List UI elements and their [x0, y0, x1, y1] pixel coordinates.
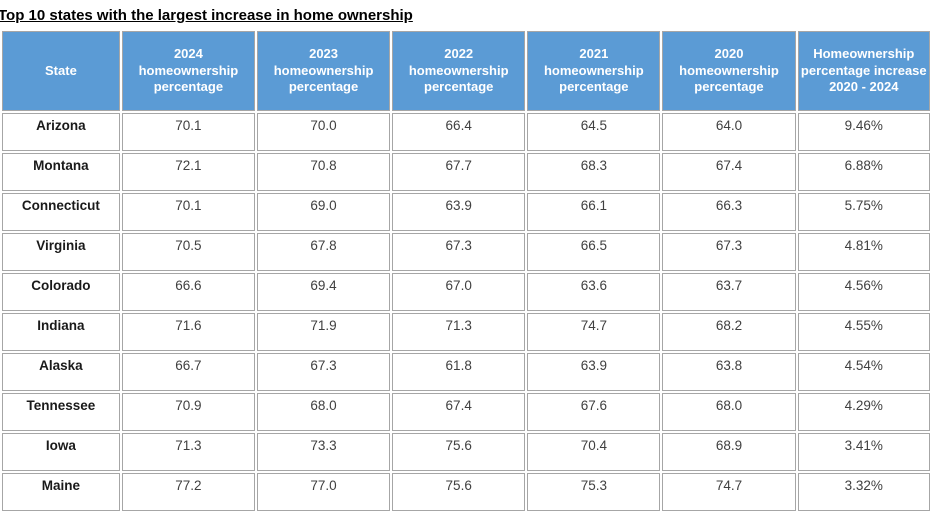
value-cell: 75.3: [527, 473, 661, 511]
value-cell: 71.3: [121, 433, 255, 471]
value-cell: 67.3: [662, 233, 796, 271]
value-cell: 67.6: [527, 393, 661, 431]
value-cell: 64.5: [527, 113, 661, 151]
value-cell: 71.9: [256, 313, 391, 351]
state-cell: Maine: [2, 473, 120, 511]
table-row: Colorado 66.6 69.4 67.0 63.6 63.7 4.56%: [2, 273, 930, 311]
table-row: Iowa 71.3 73.3 75.6 70.4 68.9 3.41%: [2, 433, 930, 471]
table-header: State 2024 homeownership percentage 2023 h…: [2, 31, 930, 111]
value-cell: 66.6: [121, 273, 255, 311]
value-cell: 6.88%: [797, 153, 930, 191]
value-cell: 64.0: [662, 113, 796, 151]
value-cell: 3.41%: [797, 433, 930, 471]
value-cell: 68.2: [662, 313, 796, 351]
state-cell: Connecticut: [2, 193, 120, 231]
column-header: 2022 homeownership percentage: [392, 31, 526, 111]
value-cell: 71.6: [121, 313, 255, 351]
column-header: Homeownership percentage increase 2020 -…: [797, 31, 930, 111]
value-cell: 63.7: [662, 273, 796, 311]
value-cell: 70.8: [256, 153, 391, 191]
column-header: 2023 homeownership percentage: [256, 31, 391, 111]
value-cell: 75.6: [392, 433, 526, 471]
state-cell: Iowa: [2, 433, 120, 471]
column-header: 2024 homeownership percentage: [121, 31, 255, 111]
state-cell: Alaska: [2, 353, 120, 391]
state-cell: Virginia: [2, 233, 120, 271]
value-cell: 67.3: [256, 353, 391, 391]
table-row: Indiana 71.6 71.9 71.3 74.7 68.2 4.55%: [2, 313, 930, 351]
value-cell: 4.81%: [797, 233, 930, 271]
table-title: Top 10 states with the largest increase …: [0, 7, 413, 24]
value-cell: 75.6: [392, 473, 526, 511]
column-header: 2020 homeownership percentage: [662, 31, 796, 111]
state-cell: Arizona: [2, 113, 120, 151]
value-cell: 4.29%: [797, 393, 930, 431]
value-cell: 63.8: [662, 353, 796, 391]
value-cell: 63.9: [392, 193, 526, 231]
state-cell: Montana: [2, 153, 120, 191]
value-cell: 68.3: [527, 153, 661, 191]
table-body: Arizona 70.1 70.0 66.4 64.5 64.0 9.46% Montana 7…: [2, 113, 930, 511]
value-cell: 3.32%: [797, 473, 930, 511]
value-cell: 66.5: [527, 233, 661, 271]
value-cell: 69.0: [256, 193, 391, 231]
state-cell: Colorado: [2, 273, 120, 311]
value-cell: 66.7: [121, 353, 255, 391]
value-cell: 69.4: [256, 273, 391, 311]
value-cell: 61.8: [392, 353, 526, 391]
header-row: State 2024 homeownership percentage 2023 h…: [2, 31, 930, 111]
value-cell: 70.1: [121, 193, 255, 231]
value-cell: 68.9: [662, 433, 796, 471]
value-cell: 73.3: [256, 433, 391, 471]
value-cell: 70.5: [121, 233, 255, 271]
value-cell: 67.3: [392, 233, 526, 271]
table-row: Maine 77.2 77.0 75.6 75.3 74.7 3.32%: [2, 473, 930, 511]
value-cell: 5.75%: [797, 193, 930, 231]
value-cell: 67.8: [256, 233, 391, 271]
value-cell: 66.1: [527, 193, 661, 231]
table-row: Montana 72.1 70.8 67.7 68.3 67.4 6.88%: [2, 153, 930, 191]
value-cell: 77.2: [121, 473, 255, 511]
homeownership-table: State 2024 homeownership percentage 2023 h…: [0, 29, 932, 513]
value-cell: 66.3: [662, 193, 796, 231]
state-cell: Indiana: [2, 313, 120, 351]
value-cell: 66.4: [392, 113, 526, 151]
column-header: 2021 homeownership percentage: [527, 31, 661, 111]
value-cell: 68.0: [662, 393, 796, 431]
value-cell: 71.3: [392, 313, 526, 351]
value-cell: 4.55%: [797, 313, 930, 351]
value-cell: 74.7: [527, 313, 661, 351]
value-cell: 68.0: [256, 393, 391, 431]
column-header: State: [2, 31, 120, 111]
value-cell: 67.4: [392, 393, 526, 431]
table-row: Connecticut 70.1 69.0 63.9 66.1 66.3 5.75%: [2, 193, 930, 231]
value-cell: 67.0: [392, 273, 526, 311]
value-cell: 67.4: [662, 153, 796, 191]
value-cell: 4.56%: [797, 273, 930, 311]
value-cell: 77.0: [256, 473, 391, 511]
table-row: Virginia 70.5 67.8 67.3 66.5 67.3 4.81%: [2, 233, 930, 271]
table-row: Alaska 66.7 67.3 61.8 63.9 63.8 4.54%: [2, 353, 930, 391]
state-cell: Tennessee: [2, 393, 120, 431]
value-cell: 72.1: [121, 153, 255, 191]
value-cell: 70.9: [121, 393, 255, 431]
value-cell: 63.6: [527, 273, 661, 311]
value-cell: 70.0: [256, 113, 391, 151]
value-cell: 4.54%: [797, 353, 930, 391]
value-cell: 70.1: [121, 113, 255, 151]
value-cell: 63.9: [527, 353, 661, 391]
value-cell: 67.7: [392, 153, 526, 191]
value-cell: 74.7: [662, 473, 796, 511]
table-row: Tennessee 70.9 68.0 67.4 67.6 68.0 4.29%: [2, 393, 930, 431]
value-cell: 70.4: [527, 433, 661, 471]
value-cell: 9.46%: [797, 113, 930, 151]
table-row: Arizona 70.1 70.0 66.4 64.5 64.0 9.46%: [2, 113, 930, 151]
